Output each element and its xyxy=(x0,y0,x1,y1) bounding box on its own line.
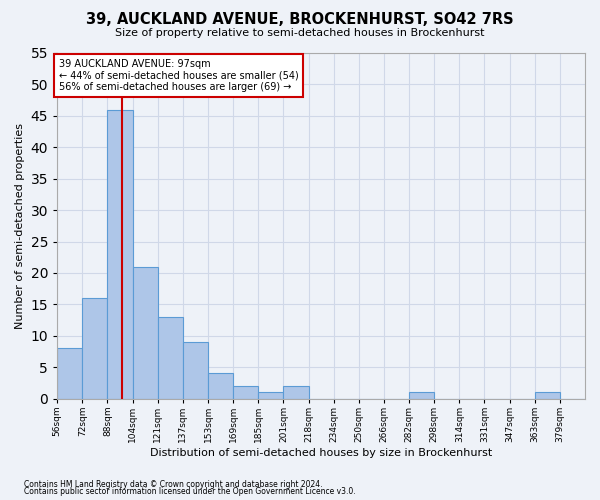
Y-axis label: Number of semi-detached properties: Number of semi-detached properties xyxy=(15,123,25,329)
Text: Contains public sector information licensed under the Open Government Licence v3: Contains public sector information licen… xyxy=(24,487,356,496)
Text: 39, AUCKLAND AVENUE, BROCKENHURST, SO42 7RS: 39, AUCKLAND AVENUE, BROCKENHURST, SO42 … xyxy=(86,12,514,28)
Bar xyxy=(535,392,560,398)
Bar xyxy=(208,374,233,398)
Bar xyxy=(233,386,258,398)
Bar xyxy=(183,342,208,398)
Bar xyxy=(82,298,107,398)
Bar xyxy=(133,266,158,398)
Bar xyxy=(409,392,434,398)
Bar xyxy=(258,392,283,398)
Text: 39 AUCKLAND AVENUE: 97sqm
← 44% of semi-detached houses are smaller (54)
56% of : 39 AUCKLAND AVENUE: 97sqm ← 44% of semi-… xyxy=(59,60,299,92)
Text: Size of property relative to semi-detached houses in Brockenhurst: Size of property relative to semi-detach… xyxy=(115,28,485,38)
Bar xyxy=(107,110,133,399)
Bar xyxy=(57,348,82,399)
Bar xyxy=(283,386,308,398)
Text: Contains HM Land Registry data © Crown copyright and database right 2024.: Contains HM Land Registry data © Crown c… xyxy=(24,480,323,489)
X-axis label: Distribution of semi-detached houses by size in Brockenhurst: Distribution of semi-detached houses by … xyxy=(150,448,492,458)
Bar xyxy=(158,317,183,398)
